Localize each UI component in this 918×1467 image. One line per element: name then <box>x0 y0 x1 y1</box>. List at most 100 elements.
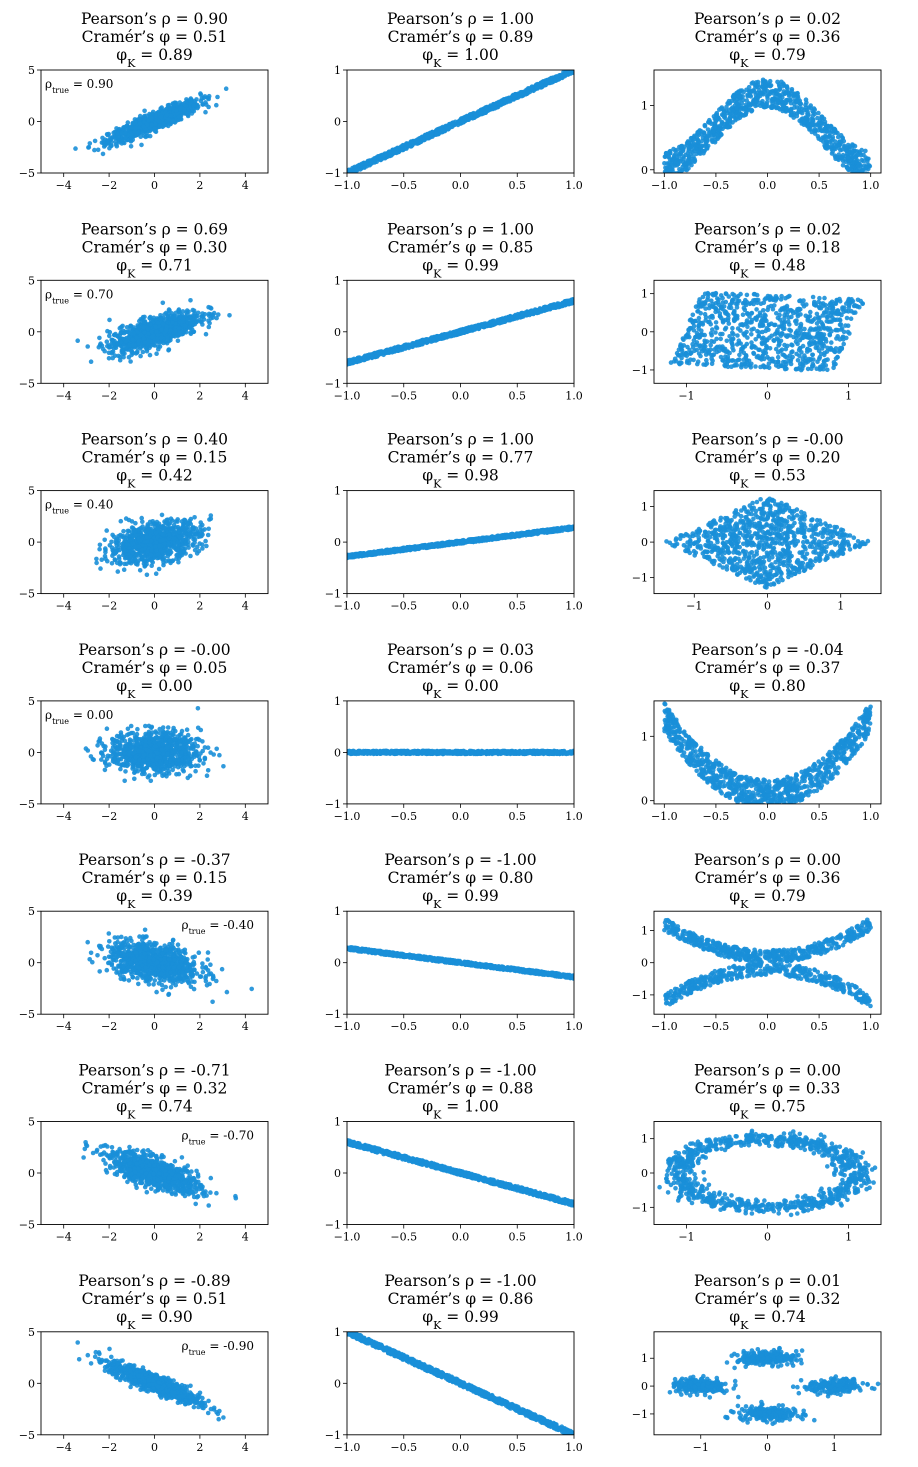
scatter-point <box>143 345 148 351</box>
scatter-point <box>190 307 196 313</box>
scatter-point <box>506 99 512 104</box>
scatter-point <box>789 314 794 320</box>
x-tick-label: −1.0 <box>334 389 361 402</box>
scatter-points <box>662 77 873 178</box>
scatter-point <box>669 173 674 178</box>
scatter-point <box>194 97 199 102</box>
scatter-point <box>823 138 829 144</box>
scatter-point <box>200 102 206 107</box>
scatter-point <box>735 116 741 121</box>
scatter-point <box>166 348 171 353</box>
scatter-point <box>839 154 844 160</box>
scatter-point <box>667 157 673 162</box>
scatter-point <box>712 120 718 126</box>
scatter-point <box>159 114 164 120</box>
scatter-point <box>855 170 860 173</box>
scatter-point <box>780 104 786 109</box>
scatter-point <box>859 157 865 163</box>
scatter-point <box>388 347 393 353</box>
scatter-point <box>668 360 674 365</box>
scatter-point <box>788 328 794 334</box>
scatter-point <box>461 119 466 125</box>
scatter-point <box>789 88 794 94</box>
scatter-point <box>845 155 851 160</box>
scatter-point <box>840 163 846 168</box>
scatter-point <box>799 366 805 372</box>
cramer-title: Cramér’s φ = 0.30 <box>82 238 228 256</box>
scatter-point <box>713 124 718 130</box>
pearson-title: Pearson’s ρ = 0.90 <box>81 10 228 28</box>
scatter-point <box>824 129 829 135</box>
scatter-point <box>124 325 130 330</box>
scatter-point <box>122 130 128 136</box>
scatter-point <box>465 328 471 334</box>
scatter-point <box>799 110 805 116</box>
scatter-point <box>810 294 816 300</box>
scatter-point <box>774 311 779 316</box>
scatter-point <box>166 102 172 108</box>
y-tick-label: 0 <box>28 326 35 339</box>
scatter-point <box>529 85 534 91</box>
scatter-point <box>207 320 212 326</box>
scatter-point <box>688 135 694 141</box>
scatter-point <box>147 352 153 358</box>
scatter-point <box>842 143 847 149</box>
scatter-point <box>715 136 720 142</box>
scatter-point <box>681 156 686 161</box>
scatter-point <box>737 111 743 116</box>
scatter-point <box>134 335 139 341</box>
scatter-point <box>461 330 466 336</box>
scatter-point <box>142 314 147 320</box>
scatter-point <box>696 140 702 145</box>
scatter-point <box>164 112 170 118</box>
scatter-point <box>87 141 93 146</box>
scatter-point <box>501 97 507 102</box>
phik-title: φK = 0.89 <box>116 46 192 70</box>
scatter-point <box>142 108 147 114</box>
scatter-point <box>780 83 786 89</box>
scatter-point <box>136 116 142 122</box>
rho-true-annotation: ρtrue = 0.70 <box>45 287 113 305</box>
scatter-point <box>480 323 485 329</box>
scatter-point <box>111 346 117 351</box>
scatter-point <box>153 324 158 330</box>
scatter-point <box>119 130 124 136</box>
scatter-point <box>676 160 681 166</box>
scatter-point <box>130 350 136 356</box>
scatter-point <box>157 124 162 129</box>
scatter-point <box>814 311 820 317</box>
scatter-point <box>174 332 180 337</box>
scatter-point <box>119 324 124 330</box>
scatter-point <box>152 126 158 131</box>
scatter-point <box>154 351 159 357</box>
scatter-point <box>409 342 414 348</box>
scatter-point <box>216 312 221 317</box>
scatter-point <box>831 365 836 371</box>
scatter-point <box>431 337 437 342</box>
scatter-point <box>160 300 166 306</box>
scatter-point <box>86 145 91 150</box>
scatter-point <box>717 344 722 350</box>
pearson-title: Pearson’s ρ = 1.00 <box>387 10 534 28</box>
scatter-point <box>796 109 801 115</box>
scatter-point <box>851 148 856 154</box>
scatter-point <box>159 110 165 116</box>
scatter-point <box>185 311 190 317</box>
scatter-point <box>434 131 439 137</box>
scatter-point <box>369 352 375 357</box>
scatter-point <box>189 327 195 332</box>
scatter-point <box>187 102 193 107</box>
scatter-point <box>674 147 679 153</box>
scatter-point <box>107 317 112 323</box>
scatter-point <box>737 90 742 95</box>
scatter-point <box>754 99 759 105</box>
scatter-point <box>725 125 730 130</box>
scatter-point <box>149 329 155 335</box>
scatter-points <box>73 86 229 157</box>
scatter-point <box>184 110 190 116</box>
scatter-point <box>727 118 733 124</box>
scatter-point <box>118 339 124 345</box>
scatter-point <box>816 299 821 305</box>
scatter-point <box>802 120 808 125</box>
